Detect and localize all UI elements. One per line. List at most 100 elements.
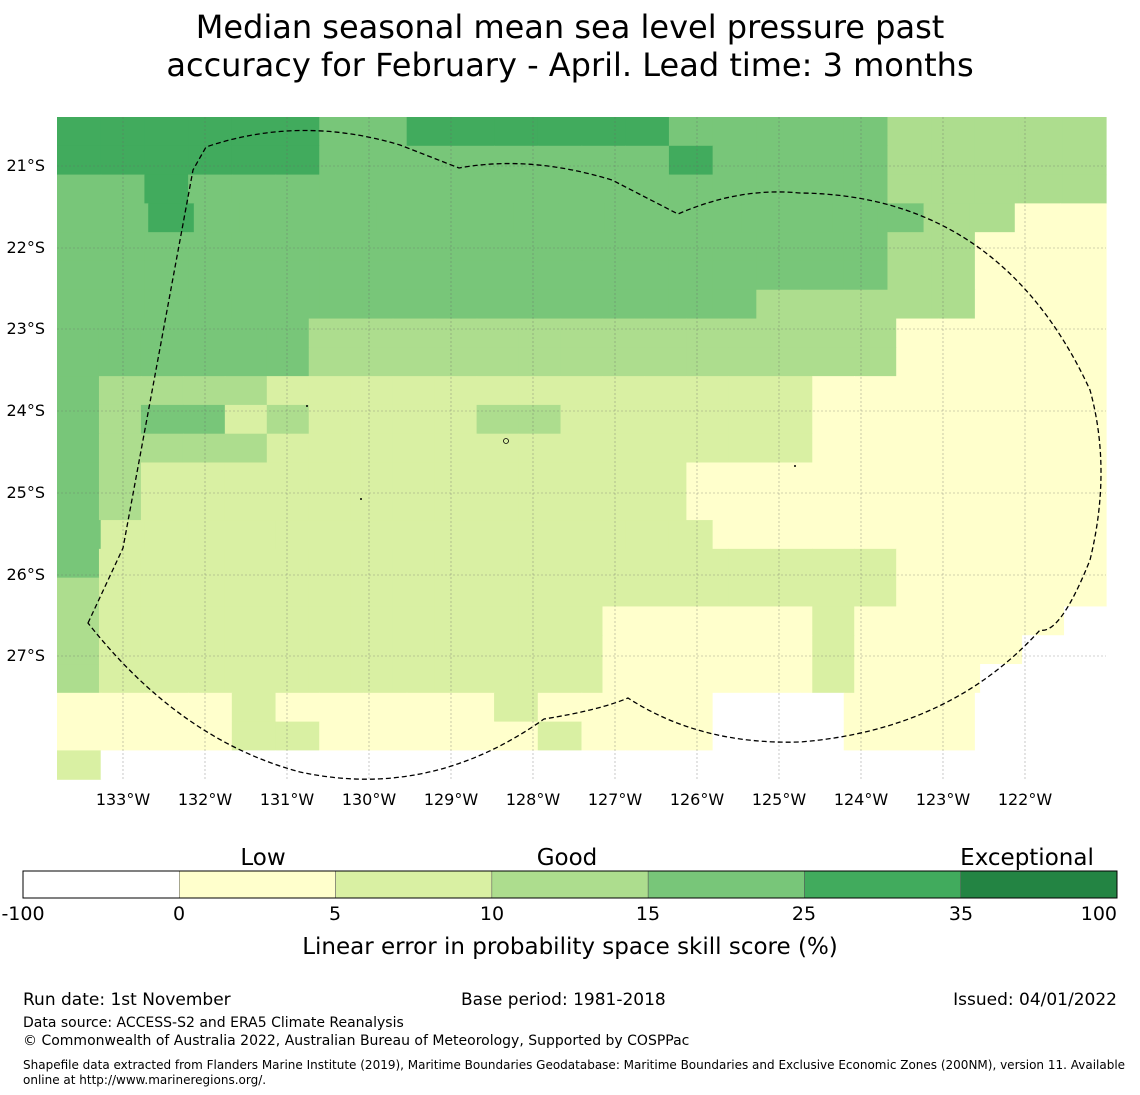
grid-cell <box>854 433 897 464</box>
grid-cell <box>602 635 646 665</box>
grid-cell <box>938 404 981 435</box>
grid-cell <box>896 347 939 377</box>
grid-cell <box>728 491 771 521</box>
grid-cell <box>450 721 495 751</box>
grid-cell <box>231 174 277 204</box>
grid-cell <box>887 750 932 780</box>
lat-label-23s: 23°S <box>6 319 45 338</box>
grid-cell <box>144 520 189 550</box>
grid-cell <box>581 721 626 751</box>
grid-cell <box>518 433 562 464</box>
grid-cell <box>1062 721 1107 751</box>
grid-cell <box>231 232 277 262</box>
grid-cell <box>644 433 687 464</box>
grid-cell <box>392 404 436 435</box>
grid-cell <box>350 376 394 406</box>
grid-cell <box>931 520 976 550</box>
grid-cell <box>406 692 451 723</box>
grid-cell <box>319 145 364 176</box>
grid-cell <box>644 491 687 521</box>
grid-cell <box>1022 491 1065 521</box>
grid-cell <box>877 203 925 233</box>
grid-cell <box>668 520 714 550</box>
island-marker <box>360 498 362 500</box>
grid-cell <box>625 260 670 291</box>
grid-cell <box>1018 260 1063 291</box>
grid-cell <box>450 174 495 204</box>
grid-cell <box>560 491 604 521</box>
grid-cell <box>188 289 233 320</box>
grid-cell <box>450 117 495 147</box>
grid-cell <box>518 548 562 579</box>
grid-cell <box>938 376 981 406</box>
grid-cell <box>625 721 670 751</box>
grid-cell <box>1064 376 1107 406</box>
grid-cell <box>668 232 714 262</box>
grid-cell <box>57 721 102 751</box>
grid-cell <box>224 548 268 579</box>
grid-cell <box>98 664 142 694</box>
grid-cell <box>686 548 729 579</box>
grid-cell <box>193 203 241 233</box>
grid-cell <box>1018 520 1063 550</box>
grid-cell <box>392 347 436 377</box>
grid-cell <box>188 232 233 262</box>
grid-cell <box>980 404 1023 435</box>
grid-cell <box>812 376 855 406</box>
grid-cell <box>188 750 233 780</box>
grid-cell <box>392 491 436 521</box>
lat-label-27s: 27°S <box>6 646 45 665</box>
grid-cell <box>887 174 932 204</box>
grid-cell <box>476 577 520 608</box>
grid-cell <box>98 376 142 406</box>
grid-cell <box>644 347 687 377</box>
grid-cell <box>362 692 408 723</box>
grid-cell <box>224 433 268 464</box>
grid-cell <box>188 117 233 147</box>
grid-cell <box>476 462 520 492</box>
grid-cell <box>938 462 981 492</box>
grid-cell <box>1064 635 1107 665</box>
grid-cell <box>406 520 451 550</box>
grid-cell <box>756 289 801 320</box>
grid-cell <box>728 635 771 665</box>
grid-cell <box>140 318 184 348</box>
grid-cell <box>581 145 626 176</box>
grid-cell <box>1062 232 1107 262</box>
grid-cell <box>308 577 352 608</box>
grid-cell <box>770 635 813 665</box>
grid-cell <box>494 289 539 320</box>
grid-cell <box>406 721 451 751</box>
grid-cell <box>450 145 495 176</box>
grid-cell <box>57 232 102 262</box>
grid-cell <box>476 404 520 435</box>
grid-cell <box>266 577 310 608</box>
lat-label-24s: 24°S <box>6 401 45 420</box>
data-source: Data source: ACCESS-S2 and ERA5 Climate … <box>23 1015 404 1031</box>
grid-cell <box>896 376 939 406</box>
grid-cell <box>224 664 268 694</box>
grid-cell <box>581 692 626 723</box>
lat-label-21s: 21°S <box>6 156 45 175</box>
grid-cell <box>1062 145 1107 176</box>
grid-cell <box>450 289 495 320</box>
grid-cell <box>362 174 408 204</box>
grid-cell <box>1060 203 1107 233</box>
grid-cell <box>434 577 478 608</box>
grid-cell <box>98 606 142 636</box>
grid-cell <box>800 260 845 291</box>
grid-cell <box>144 174 189 204</box>
grid-cell <box>434 664 478 694</box>
grid-cell <box>231 117 277 147</box>
grid-cell <box>308 433 352 464</box>
grid-cell <box>1022 318 1065 348</box>
grid-cell <box>686 404 729 435</box>
grid-cell <box>974 117 1020 147</box>
grid-cell <box>931 750 976 780</box>
grid-cell <box>1062 260 1107 291</box>
grid-cell <box>644 376 687 406</box>
grid-cell <box>476 491 520 521</box>
grid-cell <box>537 232 583 262</box>
grid-cell <box>712 260 757 291</box>
grid-cell <box>98 347 142 377</box>
